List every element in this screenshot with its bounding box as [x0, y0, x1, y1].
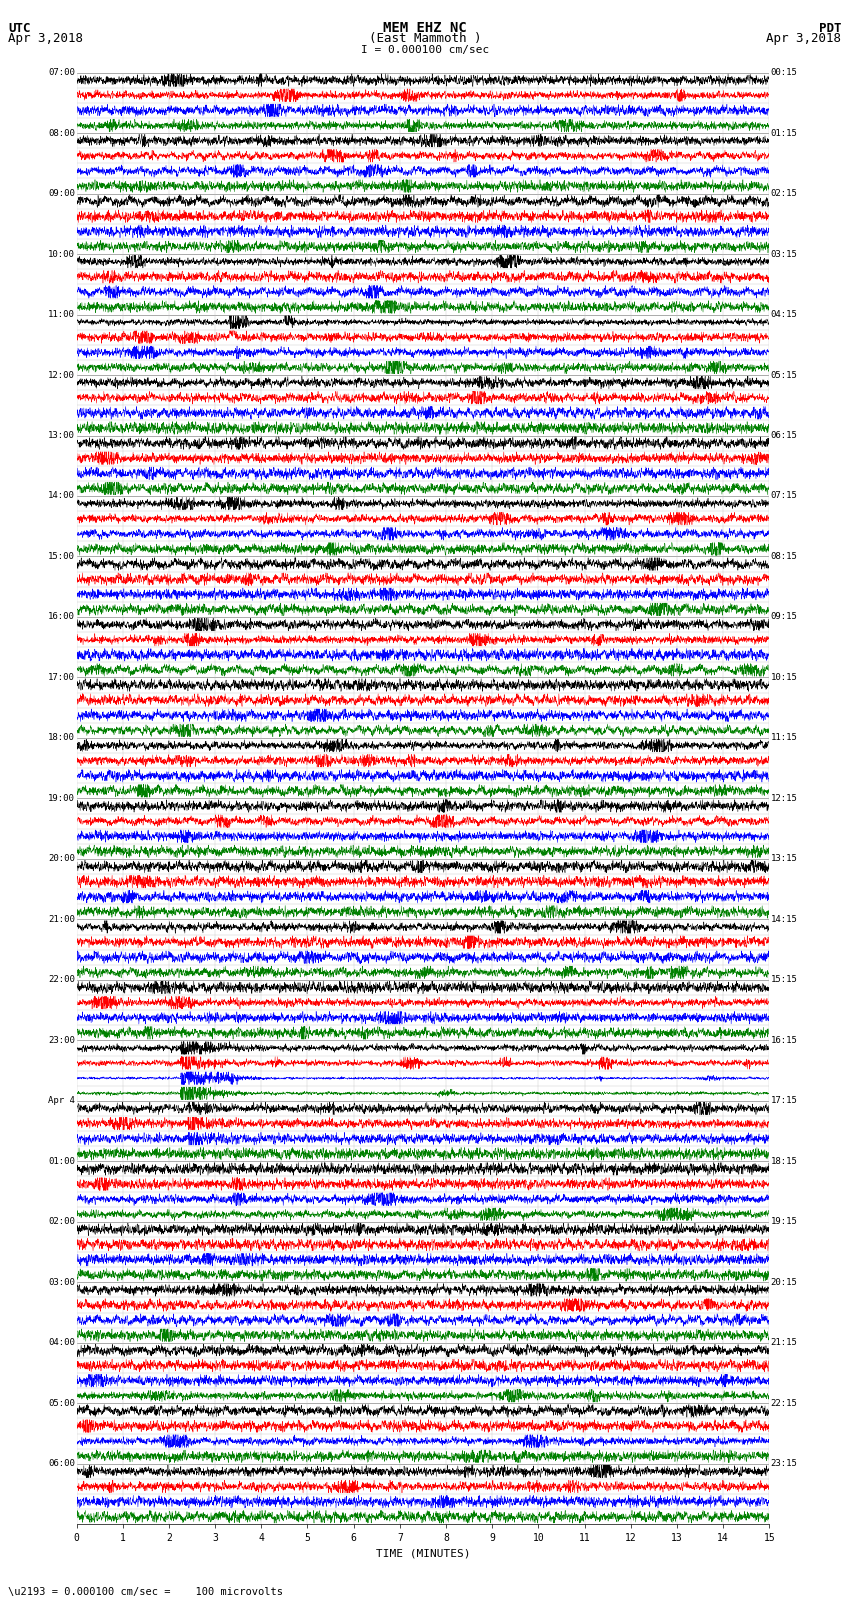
Text: 22:00: 22:00: [48, 976, 75, 984]
Text: 11:00: 11:00: [48, 310, 75, 319]
Text: 16:00: 16:00: [48, 613, 75, 621]
Text: 17:00: 17:00: [48, 673, 75, 682]
Text: 06:15: 06:15: [771, 431, 797, 440]
Text: 03:15: 03:15: [771, 250, 797, 258]
Text: 09:00: 09:00: [48, 189, 75, 198]
Text: (East Mammoth ): (East Mammoth ): [369, 32, 481, 45]
Text: 19:00: 19:00: [48, 794, 75, 803]
Text: 19:15: 19:15: [771, 1218, 797, 1226]
X-axis label: TIME (MINUTES): TIME (MINUTES): [376, 1548, 470, 1558]
Text: 04:15: 04:15: [771, 310, 797, 319]
Text: 16:15: 16:15: [771, 1036, 797, 1045]
Text: Apr 3,2018: Apr 3,2018: [767, 32, 842, 45]
Text: 17:15: 17:15: [771, 1097, 797, 1105]
Text: 02:00: 02:00: [48, 1218, 75, 1226]
Text: 22:15: 22:15: [771, 1398, 797, 1408]
Text: 11:15: 11:15: [771, 734, 797, 742]
Text: 10:15: 10:15: [771, 673, 797, 682]
Text: 10:00: 10:00: [48, 250, 75, 258]
Text: 15:00: 15:00: [48, 552, 75, 561]
Text: 20:15: 20:15: [771, 1277, 797, 1287]
Text: 23:15: 23:15: [771, 1460, 797, 1468]
Text: 21:00: 21:00: [48, 915, 75, 924]
Text: 23:00: 23:00: [48, 1036, 75, 1045]
Text: 20:00: 20:00: [48, 855, 75, 863]
Text: 04:00: 04:00: [48, 1339, 75, 1347]
Text: 14:00: 14:00: [48, 492, 75, 500]
Text: \u2193 = 0.000100 cm/sec =    100 microvolts: \u2193 = 0.000100 cm/sec = 100 microvolt…: [8, 1587, 284, 1597]
Text: PDT: PDT: [819, 21, 842, 35]
Text: 14:15: 14:15: [771, 915, 797, 924]
Text: 18:15: 18:15: [771, 1157, 797, 1166]
Text: 21:15: 21:15: [771, 1339, 797, 1347]
Text: 03:00: 03:00: [48, 1277, 75, 1287]
Text: 01:00: 01:00: [48, 1157, 75, 1166]
Text: 02:15: 02:15: [771, 189, 797, 198]
Text: 13:15: 13:15: [771, 855, 797, 863]
Text: 07:00: 07:00: [48, 68, 75, 77]
Text: 00:15: 00:15: [771, 68, 797, 77]
Text: 05:00: 05:00: [48, 1398, 75, 1408]
Text: Apr 4: Apr 4: [48, 1097, 75, 1105]
Text: 18:00: 18:00: [48, 734, 75, 742]
Text: 08:15: 08:15: [771, 552, 797, 561]
Text: 08:00: 08:00: [48, 129, 75, 137]
Text: 12:15: 12:15: [771, 794, 797, 803]
Text: MEM EHZ NC: MEM EHZ NC: [383, 21, 467, 35]
Text: 01:15: 01:15: [771, 129, 797, 137]
Text: 09:15: 09:15: [771, 613, 797, 621]
Text: 15:15: 15:15: [771, 976, 797, 984]
Text: UTC: UTC: [8, 21, 31, 35]
Text: 07:15: 07:15: [771, 492, 797, 500]
Text: Apr 3,2018: Apr 3,2018: [8, 32, 83, 45]
Text: I = 0.000100 cm/sec: I = 0.000100 cm/sec: [361, 45, 489, 55]
Text: 12:00: 12:00: [48, 371, 75, 379]
Text: 13:00: 13:00: [48, 431, 75, 440]
Text: 06:00: 06:00: [48, 1460, 75, 1468]
Text: 05:15: 05:15: [771, 371, 797, 379]
